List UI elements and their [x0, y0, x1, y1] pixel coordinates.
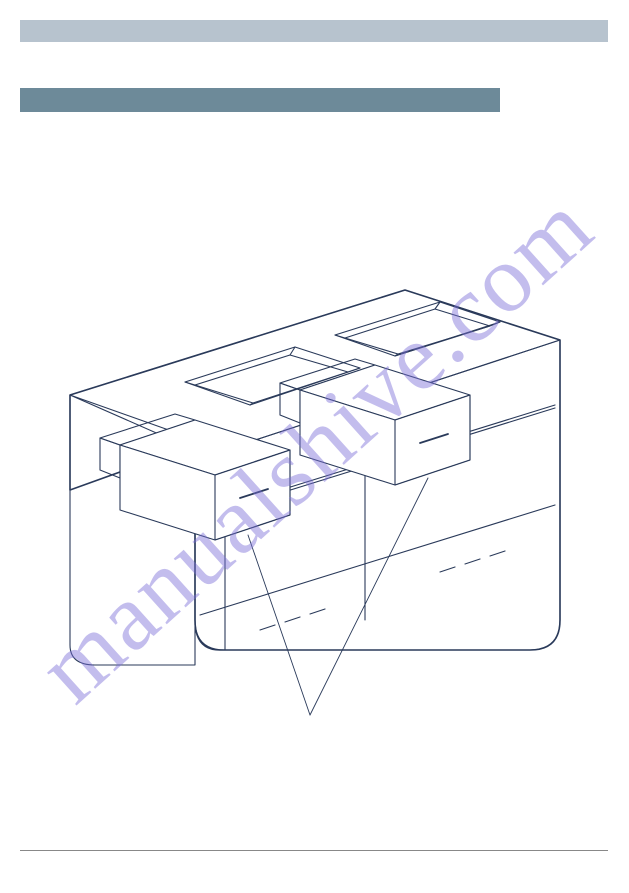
- leader-line-1: [248, 535, 310, 715]
- footer-divider: [20, 850, 608, 851]
- assembly-diagram: [0, 0, 629, 893]
- vent-slots: [260, 551, 505, 630]
- drawer-1-slide-left: [100, 438, 120, 478]
- leader-line-2: [310, 478, 428, 715]
- diagram-lines: [70, 290, 560, 715]
- drawer-2-slide-left: [280, 383, 300, 423]
- cutout-2-inner: [345, 309, 490, 354]
